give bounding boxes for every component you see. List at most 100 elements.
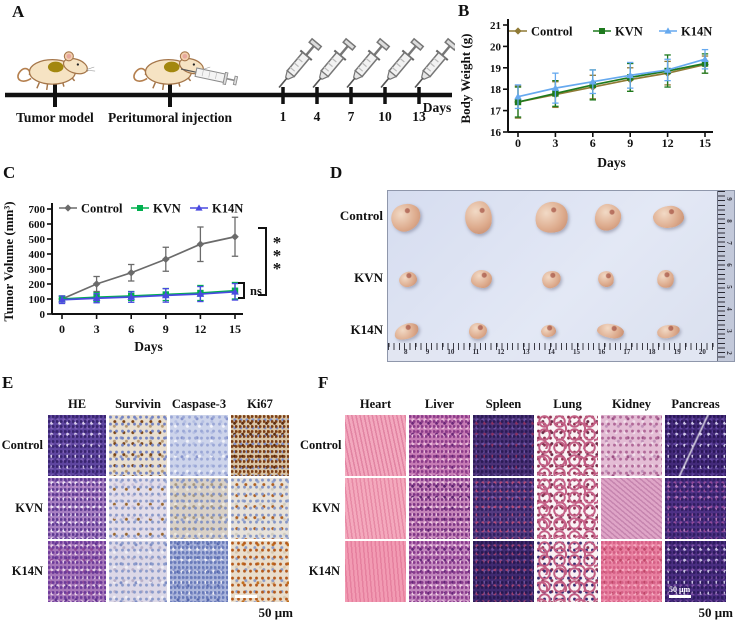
series-line <box>61 235 236 300</box>
sig-stars: * <box>273 246 282 265</box>
legend-label: Control <box>531 25 573 39</box>
y-tick-label: 17 <box>490 106 502 118</box>
column-header: Pancreas <box>671 397 720 411</box>
histo-cell-k14n-caspase-3 <box>170 541 228 602</box>
column-header: HE <box>67 397 87 411</box>
x-tick-label: 3 <box>94 322 100 336</box>
day-1: 1 <box>280 109 287 124</box>
ruler-number: 10 <box>447 348 455 356</box>
panel-e-scale-label: 50 μm <box>258 605 293 620</box>
histo-cell-kvn-heart <box>345 478 406 539</box>
histo-cell-control-liver <box>409 415 470 476</box>
x-tick-label: 15 <box>229 322 241 336</box>
tumor-blob <box>539 268 563 290</box>
panel-letter-d: D <box>330 163 343 182</box>
ruler-number: 20 <box>698 348 706 356</box>
photo-row-label: K14N <box>350 322 384 337</box>
day-13: 13 <box>412 109 426 124</box>
panel-letter-c: C <box>3 163 16 182</box>
ruler-number: 8 <box>404 348 408 356</box>
histo-cell-k14n-heart <box>345 541 406 602</box>
histo-cell-k14n-spleen <box>473 541 534 602</box>
x-axis-title: Days <box>597 155 626 170</box>
panel-letter-e: E <box>2 373 14 392</box>
column-header: Lung <box>553 397 582 411</box>
histo-cell-kvn-spleen <box>473 478 534 539</box>
histo-cell-control-he <box>48 415 106 476</box>
tumor-blob <box>596 269 616 289</box>
x-tick-label: 12 <box>662 136 674 150</box>
ruler-number: 14 <box>547 348 555 356</box>
histo-cell-control-lung <box>537 415 598 476</box>
ruler-number: 15 <box>572 348 580 356</box>
panel-letter-f: F <box>318 373 329 392</box>
panel-f-scale-label: 50 μm <box>698 605 733 620</box>
legend-label: K14N <box>681 25 712 39</box>
column-header: Ki67 <box>247 397 273 411</box>
panel-letter-a: A <box>12 2 25 21</box>
ruler-vertical: 9 8 7 6 5 4 3 2 <box>717 191 734 361</box>
column-header: Caspase-3 <box>171 397 227 411</box>
column-header: Heart <box>359 397 392 411</box>
y-tick-label: 16 <box>490 127 502 139</box>
tumor-blob <box>651 203 685 231</box>
tumor-blob <box>531 197 571 237</box>
tumor-blob <box>593 201 623 233</box>
sig-bracket-small <box>238 282 245 299</box>
x-tick-label: 0 <box>59 322 65 336</box>
sig-stars: * <box>273 233 282 252</box>
ruler-number: 11 <box>472 348 480 356</box>
histo-cell-kvn-he <box>48 478 106 539</box>
histo-cell-kvn-pancreas <box>665 478 726 539</box>
x-tick-label: 12 <box>194 322 206 336</box>
row-label: K14N <box>11 564 43 578</box>
x-tick-label: 9 <box>163 322 169 336</box>
ruler-number: 18 <box>648 348 656 356</box>
ruler-number: 19 <box>673 348 681 356</box>
x-tick-label: 15 <box>699 136 711 150</box>
mouse-tumor-model <box>17 50 96 91</box>
sig-ns: ns <box>250 284 262 298</box>
histo-cell-control-pancreas <box>665 415 726 476</box>
day-4: 4 <box>314 109 321 124</box>
y-axis-title: Tumor Volume (mm³) <box>1 201 16 321</box>
histo-cell-control-survivin <box>109 415 167 476</box>
histo-cell-k14n-survivin <box>109 541 167 602</box>
legend-label: K14N <box>212 202 243 216</box>
legend-label: KVN <box>615 25 643 39</box>
tumor-blob <box>470 269 492 289</box>
sig-stars: * <box>273 259 282 278</box>
y-tick-label: 200 <box>29 279 46 291</box>
x-tick-label: 3 <box>552 136 558 150</box>
tumor-blob <box>655 322 681 340</box>
series-line <box>517 62 706 103</box>
row-label: KVN <box>15 501 43 515</box>
x-tick-label: 6 <box>590 136 596 150</box>
tumor-model-label: Tumor model <box>16 110 94 125</box>
large-syringe-icon <box>180 67 239 86</box>
tumor-blob <box>595 321 625 341</box>
tumor-blob <box>655 268 675 290</box>
y-tick-label: 21 <box>490 20 501 32</box>
y-tick-label: 0 <box>40 309 46 321</box>
ruler-number: 12 <box>497 348 505 356</box>
row-label: K14N <box>308 564 340 578</box>
ruler-number: 5 <box>725 285 733 289</box>
panel-letter-b: B <box>458 1 470 20</box>
legend-label: Control <box>81 202 123 216</box>
histo-cell-k14n-kidney <box>601 541 662 602</box>
histo-cell-control-spleen <box>473 415 534 476</box>
panel-a-timeline: Tumor model Peritumoral injection 1 4 7 … <box>5 36 455 125</box>
histo-cell-control-ki67 <box>231 415 289 476</box>
histo-cell-k14n-lung <box>537 541 598 602</box>
ruler-number: 2 <box>725 351 733 355</box>
x-axis-title: Days <box>134 339 163 354</box>
ruler-number: 16 <box>598 348 606 356</box>
tumor-ihc-grid: HE Survivin Caspase-3 Ki67 Control KVN K14N <box>1 393 289 602</box>
tumor-photo: 8 9 10 11 12 13 14 15 16 17 18 19 20 9 8 7 6 5 4 3 2 <box>387 190 735 362</box>
histo-cell-control-heart <box>345 415 406 476</box>
histo-cell-kvn-lung <box>537 478 598 539</box>
organ-he-grid: Heart Liver Spleen Lung Kidney Pancreas Contro… <box>300 393 726 602</box>
photo-row-label: Control <box>339 208 383 223</box>
